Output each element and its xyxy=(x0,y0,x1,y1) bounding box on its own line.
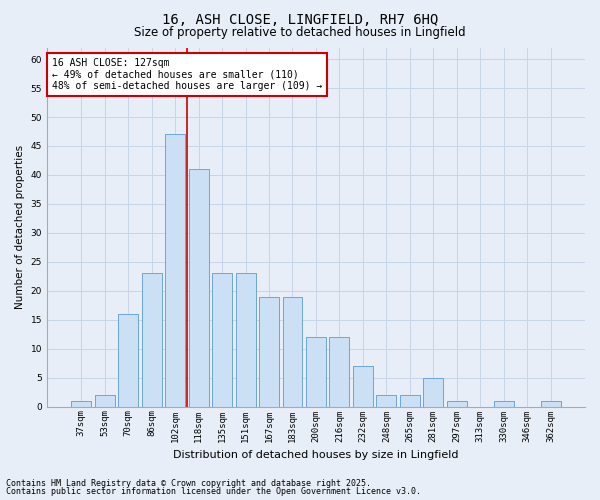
Text: 16, ASH CLOSE, LINGFIELD, RH7 6HQ: 16, ASH CLOSE, LINGFIELD, RH7 6HQ xyxy=(162,12,438,26)
Text: 16 ASH CLOSE: 127sqm
← 49% of detached houses are smaller (110)
48% of semi-deta: 16 ASH CLOSE: 127sqm ← 49% of detached h… xyxy=(52,58,323,92)
Bar xyxy=(494,401,514,406)
Bar xyxy=(142,274,162,406)
Bar xyxy=(541,401,560,406)
Bar xyxy=(71,401,91,406)
Bar xyxy=(353,366,373,406)
Y-axis label: Number of detached properties: Number of detached properties xyxy=(15,145,25,309)
Bar xyxy=(400,395,420,406)
Text: Size of property relative to detached houses in Lingfield: Size of property relative to detached ho… xyxy=(134,26,466,39)
Text: Contains public sector information licensed under the Open Government Licence v3: Contains public sector information licen… xyxy=(6,487,421,496)
Bar xyxy=(447,401,467,406)
Bar xyxy=(283,296,302,406)
Bar xyxy=(188,169,209,406)
Bar xyxy=(259,296,279,406)
Bar xyxy=(236,274,256,406)
Bar xyxy=(329,337,349,406)
Text: Contains HM Land Registry data © Crown copyright and database right 2025.: Contains HM Land Registry data © Crown c… xyxy=(6,478,371,488)
Bar xyxy=(423,378,443,406)
Bar xyxy=(212,274,232,406)
Bar xyxy=(306,337,326,406)
Bar xyxy=(376,395,397,406)
Bar xyxy=(165,134,185,406)
Bar xyxy=(95,395,115,406)
Bar xyxy=(118,314,138,406)
X-axis label: Distribution of detached houses by size in Lingfield: Distribution of detached houses by size … xyxy=(173,450,459,460)
